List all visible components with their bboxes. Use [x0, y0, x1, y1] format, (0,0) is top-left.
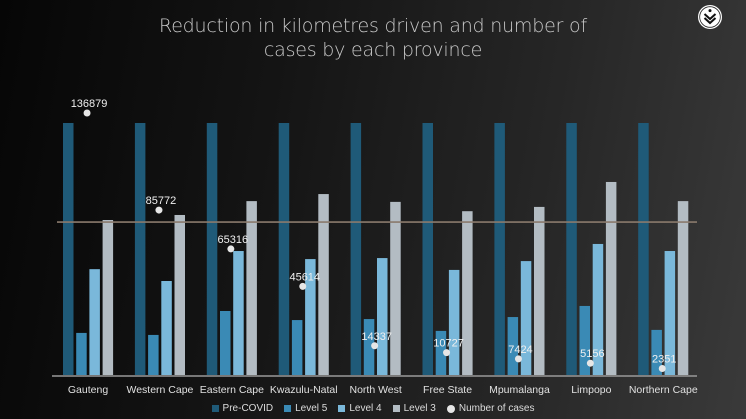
bar-level-4-gauteng [89, 269, 100, 375]
legend-swatch-pre-covid [211, 405, 219, 412]
bar-level-3-kwazulu-natal [318, 194, 329, 375]
bar-pre-covid-western-cape [134, 123, 146, 375]
x-tick-label-north-west: North West [349, 384, 401, 396]
x-tick-label-eastern-cape: Eastern Cape [200, 384, 264, 396]
discovery-logo-icon [698, 5, 722, 29]
cases-label-free-state: 10727 [433, 338, 464, 350]
cases-label-eastern-cape: 65316 [218, 234, 249, 246]
chart-legend: Pre-COVID Level 5 Level 4 Level 3 Number… [0, 403, 746, 414]
bar-level-5-north-west [363, 319, 375, 375]
bar-pre-covid-northern-cape [638, 123, 649, 375]
bar-level-3-free-state [462, 211, 473, 375]
bar-level-4-free-state [448, 269, 460, 375]
x-tick-label-western-cape: Western Cape [126, 384, 193, 396]
bar-level-3-limpopo [605, 181, 617, 375]
cases-point-free-state [443, 349, 451, 357]
bar-level-4-eastern-cape [233, 251, 244, 375]
bar-level-5-western-cape [148, 334, 159, 375]
bar-pre-covid-gauteng [63, 123, 74, 375]
bar-level-4-northern-cape [664, 251, 676, 375]
bar-level-3-eastern-cape [246, 201, 257, 375]
cases-label-north-west: 14337 [361, 331, 392, 343]
bar-level-4-north-west [377, 258, 388, 375]
cases-label-mpumalanga: 7424 [508, 344, 532, 356]
cases-point-northern-cape [658, 365, 666, 373]
legend-label-pre-covid: Pre-COVID [222, 403, 274, 414]
legend-swatch-level-4 [338, 405, 346, 412]
x-tick-label-mpumalanga: Mpumalanga [489, 384, 550, 396]
bar-pre-covid-eastern-cape [206, 123, 218, 375]
cases-point-kwazulu-natal [299, 282, 307, 290]
bar-pre-covid-free-state [422, 123, 433, 375]
legend-label-level-3: Level 3 [403, 403, 436, 414]
cases-label-northern-cape: 2351 [652, 354, 676, 366]
legend-item-level-3: Level 3 [392, 403, 436, 414]
cases-label-gauteng: 136879 [71, 98, 108, 110]
cases-label-western-cape: 85772 [146, 195, 177, 207]
x-tick-label-northern-cape: Northern Cape [629, 384, 698, 396]
bar-pre-covid-mpumalanga [494, 123, 505, 375]
bar-level-4-western-cape [161, 281, 172, 375]
legend-label-level-4: Level 4 [349, 403, 382, 414]
x-tick-label-gauteng: Gauteng [68, 384, 108, 396]
bar-pre-covid-north-west [350, 123, 362, 375]
bar-level-5-limpopo [579, 305, 590, 375]
cases-point-limpopo [586, 359, 594, 367]
cases-label-kwazulu-natal: 45614 [289, 271, 320, 283]
chart-title: Reduction in kilometres driven and numbe… [90, 14, 656, 62]
legend-item-level-4: Level 4 [338, 403, 382, 414]
bar-level-4-kwazulu-natal [305, 259, 316, 375]
bar-level-5-northern-cape [651, 329, 662, 375]
bar-level-3-northern-cape [677, 201, 689, 375]
legend-swatch-level-3 [392, 405, 400, 412]
bar-level-5-free-state [435, 330, 447, 375]
bar-level-5-gauteng [76, 332, 87, 375]
cases-point-eastern-cape [227, 245, 235, 253]
bar-level-5-eastern-cape [220, 310, 231, 375]
legend-item-level-5: Level 5 [284, 403, 327, 414]
cases-point-mpumalanga [514, 355, 522, 363]
legend-item-cases: Number of cases [446, 403, 535, 414]
chart-title-line-2: cases by each province [263, 39, 483, 61]
legend-label-level-5: Level 5 [295, 403, 328, 414]
x-tick-label-kwazulu-natal: Kwazulu-Natal [270, 384, 338, 396]
x-tick-label-limpopo: Limpopo [571, 384, 611, 396]
bar-level-5-mpumalanga [507, 317, 519, 375]
bar-level-3-western-cape [174, 214, 185, 375]
legend-dot-cases [446, 404, 455, 413]
legend-label-cases: Number of cases [458, 403, 535, 414]
chart-title-line-1: Reduction in kilometres driven and numbe… [159, 15, 587, 37]
legend-item-pre-covid: Pre-COVID [211, 403, 274, 414]
cases-label-limpopo: 5156 [580, 348, 604, 360]
bar-level-5-kwazulu-natal [291, 320, 303, 375]
x-tick-label-free-state: Free State [423, 384, 472, 396]
legend-swatch-level-5 [284, 405, 292, 412]
bar-level-3-north-west [390, 201, 401, 375]
bar-pre-covid-kwazulu-natal [278, 123, 290, 375]
bar-level-3-mpumalanga [534, 206, 545, 375]
cases-point-western-cape [155, 206, 163, 214]
bar-level-4-mpumalanga [520, 261, 532, 375]
bar-level-4-limpopo [592, 243, 604, 375]
cases-point-gauteng [83, 109, 91, 117]
bar-pre-covid-limpopo [566, 123, 577, 375]
bar-level-3-gauteng [102, 220, 114, 375]
cases-point-north-west [371, 342, 379, 350]
